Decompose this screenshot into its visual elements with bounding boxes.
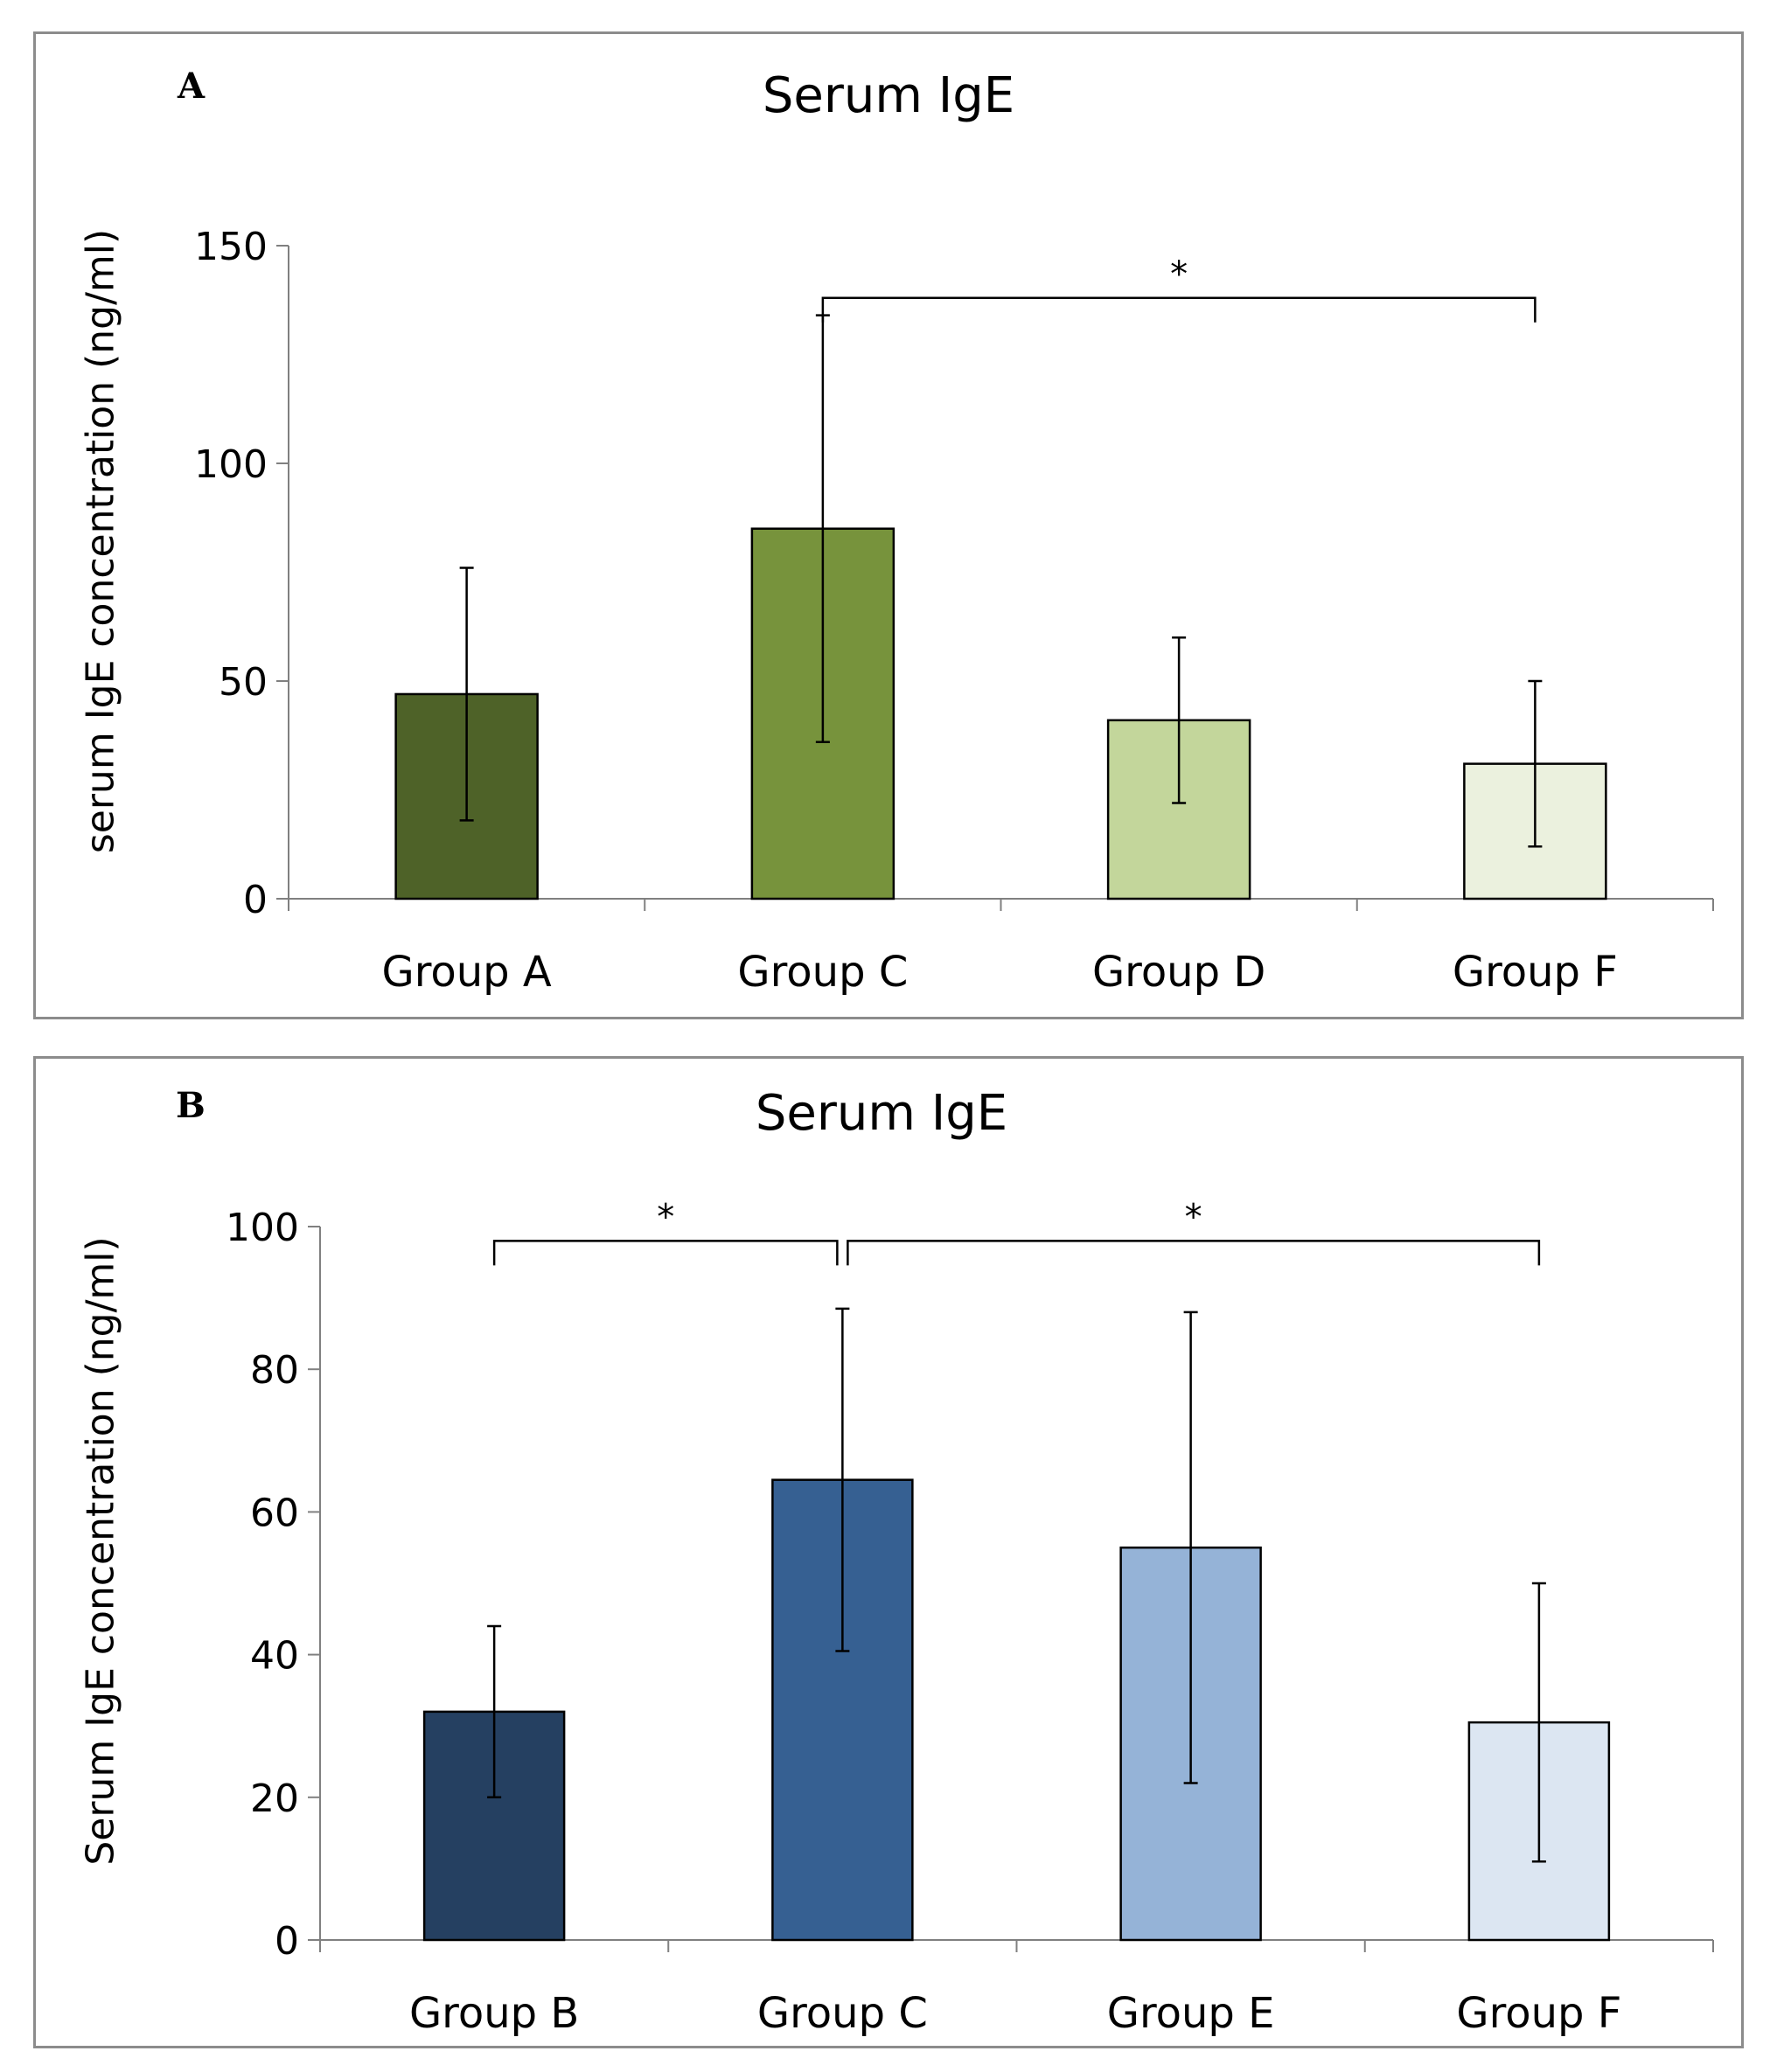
- panel-a-title: Serum IgE: [762, 67, 1015, 124]
- panel-b-letter: B: [176, 1085, 206, 1126]
- panel-a-chart: 0 50 100 150 Group A Group C Group D Group F *: [194, 225, 1714, 997]
- significance-bracket: [847, 1240, 1541, 1266]
- significance-star: *: [1185, 1197, 1202, 1237]
- significance-bracket: [492, 1240, 839, 1266]
- y-tick-label: 0: [275, 1919, 299, 1964]
- y-tick-label: 80: [250, 1348, 299, 1393]
- panel-b: B Serum IgE Serum IgE concentration (ng/…: [33, 1056, 1744, 2048]
- y-tick-label: 100: [226, 1206, 299, 1250]
- panel-b-chart: 0 20 40 60 80 100 Group B Group C Group E Group F…: [226, 1197, 1714, 2038]
- x-tick-label: Group A: [382, 948, 552, 997]
- panel-b-title: Serum IgE: [755, 1085, 1008, 1142]
- x-tick-label: Group D: [1092, 948, 1265, 997]
- y-tick-label: 40: [250, 1634, 299, 1679]
- significance-star: *: [1170, 254, 1188, 295]
- x-tick-label: Group C: [737, 948, 908, 997]
- y-tick-label: 150: [194, 225, 268, 269]
- x-tick-label: Group E: [1107, 1989, 1275, 2038]
- y-tick-label: 60: [250, 1491, 299, 1535]
- x-tick-label: Group B: [409, 1989, 579, 2038]
- x-tick-label: Group C: [757, 1989, 928, 2038]
- panel-a: A Serum IgE serum IgE concentration (ng/…: [33, 31, 1744, 1019]
- y-tick-label: 50: [219, 660, 268, 705]
- panel-a-letter: A: [178, 66, 206, 107]
- x-tick-label: Group F: [1456, 1989, 1621, 2038]
- x-tick-label: Group F: [1453, 948, 1618, 997]
- y-tick-label: 100: [194, 442, 268, 487]
- significance-star: *: [657, 1197, 674, 1237]
- y-tick-label: 0: [243, 878, 268, 922]
- significance-bracket: [821, 296, 1537, 323]
- y-tick-label: 20: [250, 1776, 299, 1821]
